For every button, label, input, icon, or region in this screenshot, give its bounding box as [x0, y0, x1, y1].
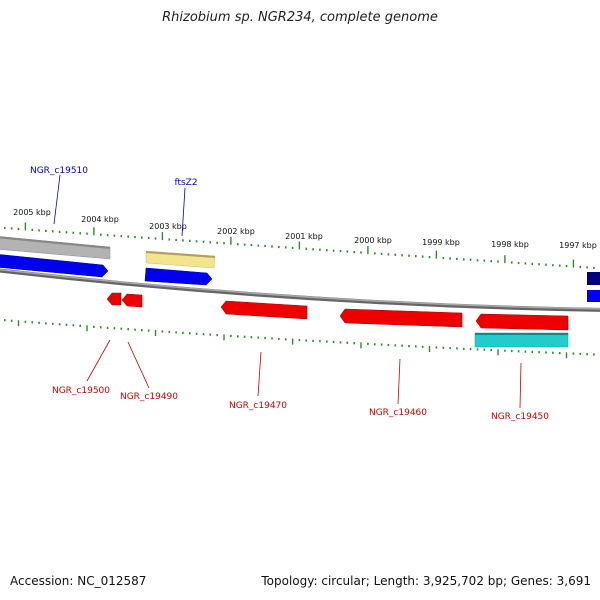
gene-blue-feature[interactable] [587, 290, 600, 302]
reverse-strand-genes [106, 292, 569, 331]
tick-label: 1998 kbp [491, 240, 529, 249]
reverse-gene-labels: NGR_c19500 NGR_c19490 NGR_c19470 NGR_c19… [52, 339, 549, 422]
tick-label: 2003 kbp [149, 222, 187, 231]
genome-backbone-highlight [0, 268, 600, 310]
forward-strand-row-1 [0, 236, 216, 269]
label-leader-line [257, 351, 262, 397]
gene-yellow-feature-top [146, 251, 215, 258]
tick-label: 2002 kbp [217, 227, 255, 236]
tick-label: 2000 kbp [354, 236, 392, 245]
inner-tick-track [4, 319, 595, 359]
accession-text: Accession: NC_012587 [10, 574, 147, 588]
gene-blue-arrow[interactable] [144, 267, 213, 286]
gene-cyan-feature[interactable] [474, 332, 569, 348]
gene-red-arrow[interactable] [106, 292, 122, 306]
tick-label: 2005 kbp [13, 208, 51, 217]
gene-red-arrow[interactable] [339, 308, 463, 328]
gene-grey-feature-top [0, 236, 110, 249]
gene-navy-feature[interactable] [587, 272, 600, 285]
genome-summary-text: Topology: circular; Length: 3,925,702 bp… [261, 574, 591, 588]
gene-label-ngr-c19490[interactable]: NGR_c19490 [120, 392, 178, 402]
gene-label-ngr-c19460[interactable]: NGR_c19460 [369, 408, 427, 418]
gene-blue-arrow[interactable] [0, 254, 109, 278]
genome-title: Rhizobium sp. NGR234, complete genome [162, 10, 438, 25]
reverse-strand-row-2 [474, 332, 569, 348]
forward-strand-row-2 [0, 254, 600, 302]
tick-labels: 2005 kbp 2004 kbp 2003 kbp 2002 kbp 2001… [13, 208, 597, 250]
gene-red-arrow[interactable] [475, 313, 569, 331]
tick-label: 1997 kbp [559, 241, 597, 250]
label-leader-line [127, 341, 150, 389]
gene-label-ngr-c19510[interactable]: NGR_c19510 [30, 166, 88, 176]
gene-red-arrow[interactable] [121, 293, 143, 308]
label-leader-line [53, 174, 61, 225]
gene-cyan-feature-top [475, 333, 568, 335]
label-leader-line [86, 339, 111, 382]
label-leader-line [181, 187, 186, 237]
tick-label: 2004 kbp [81, 215, 119, 224]
gene-label-ngr-c19500[interactable]: NGR_c19500 [52, 386, 110, 396]
gene-label-ngr-c19470[interactable]: NGR_c19470 [229, 401, 287, 411]
tick-label: 2001 kbp [285, 232, 323, 241]
outer-tick-track [4, 222, 595, 269]
tick-label: 1999 kbp [422, 238, 460, 247]
label-leader-line [519, 362, 522, 409]
forward-gene-labels: NGR_c19510 ftsZ2 [30, 166, 198, 237]
gene-red-arrow[interactable] [220, 300, 308, 320]
gene-label-ngr-c19450[interactable]: NGR_c19450 [491, 412, 549, 422]
genome-backbone [0, 268, 600, 312]
gene-label-ftsz2[interactable]: ftsZ2 [174, 178, 197, 188]
label-leader-line [397, 358, 401, 405]
gene-grey-feature[interactable] [0, 236, 111, 260]
